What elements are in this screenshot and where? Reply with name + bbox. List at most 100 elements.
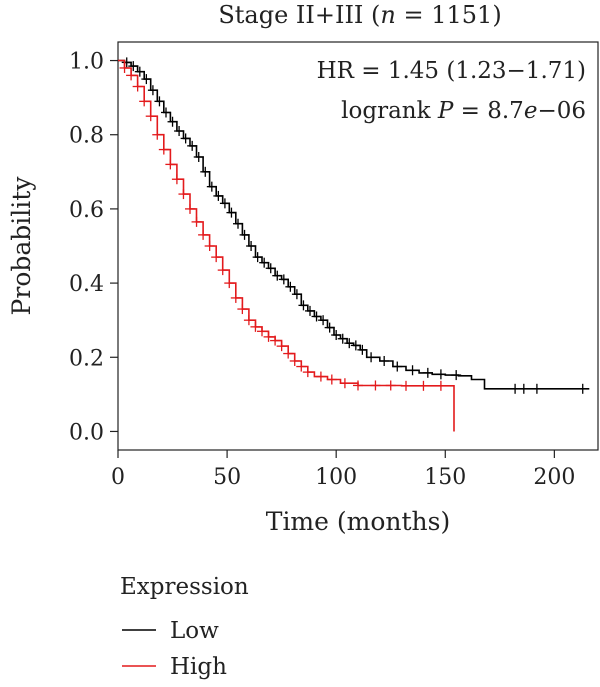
censor-mark-low <box>167 116 178 127</box>
logrank-annotation: logrank P = 8.7e−06 <box>341 98 586 124</box>
censor-mark-high <box>224 278 235 289</box>
censor-mark-low <box>577 383 588 394</box>
censor-mark-low <box>206 181 217 192</box>
censor-mark-low <box>180 133 191 144</box>
censor-mark-low <box>134 66 145 77</box>
y-tick-label: 0.4 <box>69 272 104 297</box>
censor-mark-high <box>315 371 326 382</box>
censor-mark-high <box>435 380 446 391</box>
censor-mark-high <box>165 159 176 170</box>
chart-title: Stage II+III (n = 1151) <box>218 1 501 29</box>
censor-mark-high <box>217 265 228 276</box>
legend: Expression Low High <box>120 574 249 680</box>
censor-mark-high <box>339 378 350 389</box>
censor-mark-low <box>200 166 211 177</box>
censor-mark-high <box>230 292 241 303</box>
censor-mark-high <box>326 374 337 385</box>
censor-mark-low <box>318 315 329 326</box>
censor-mark-low <box>226 207 237 218</box>
y-tick-label: 0.6 <box>69 198 104 223</box>
censor-mark-low <box>518 383 529 394</box>
censor-mark-low <box>392 361 403 372</box>
censor-mark-low <box>239 229 250 240</box>
censor-mark-high <box>385 380 396 391</box>
survival-curve-low <box>118 59 590 390</box>
censor-mark-high <box>283 348 294 359</box>
y-axis-title: Probability <box>7 176 36 316</box>
censor-mark-low <box>259 257 270 268</box>
censor-mark-high <box>296 361 307 372</box>
censor-mark-low <box>147 85 158 96</box>
censor-mark-low <box>161 107 171 118</box>
censor-mark-low <box>379 355 390 366</box>
censor-mark-low <box>350 340 361 351</box>
censor-mark-low <box>531 383 542 394</box>
censor-mark-high <box>243 315 254 326</box>
y-axis-ticks: 0.0 0.2 0.4 0.6 0.8 1.0 <box>69 50 118 445</box>
censor-mark-low <box>278 274 289 285</box>
x-tick-label: 150 <box>424 465 466 490</box>
censor-mark-high <box>263 331 274 342</box>
censor-mark-low <box>121 57 132 68</box>
censor-mark-low <box>305 305 315 316</box>
y-tick-label: 0.8 <box>69 124 104 149</box>
censor-mark-low <box>311 311 322 322</box>
censor-mark-high <box>132 81 143 92</box>
censor-mark-low <box>337 333 348 344</box>
censor-mark-high <box>152 129 163 140</box>
censor-mark-high <box>145 111 156 122</box>
censor-mark-high <box>191 216 202 227</box>
censor-mark-low <box>435 369 446 380</box>
censor-mark-low <box>510 383 521 394</box>
censor-mark-high <box>370 380 381 391</box>
censor-mark-low <box>187 140 198 151</box>
censor-mark-low <box>219 198 230 209</box>
censor-mark-low <box>366 352 377 363</box>
x-axis-title: Time (months) <box>266 507 450 536</box>
censor-mark-low <box>344 338 355 349</box>
survival-curves <box>118 57 590 432</box>
censor-mark-high <box>289 355 300 366</box>
censor-mark-high <box>204 241 215 251</box>
censor-mark-low <box>128 61 139 72</box>
censor-mark-high <box>198 229 209 240</box>
censor-mark-high <box>302 367 313 378</box>
censor-mark-low <box>272 270 283 281</box>
censor-mark-high <box>178 189 189 200</box>
y-tick-label: 0.0 <box>69 420 104 445</box>
censor-mark-low <box>174 126 185 137</box>
x-tick-label: 0 <box>111 465 125 490</box>
censor-mark-low <box>422 367 433 378</box>
censor-mark-high <box>119 62 130 73</box>
censor-mark-high <box>257 326 267 337</box>
censor-mark-low <box>193 151 204 162</box>
x-tick-label: 200 <box>533 465 575 490</box>
censor-mark-high <box>276 341 287 352</box>
x-axis-ticks: 0 50 100 150 200 <box>111 450 575 490</box>
censor-mark-low <box>357 344 368 355</box>
x-tick-label: 100 <box>315 465 357 490</box>
censor-mark-low <box>252 252 263 263</box>
censor-mark-high <box>418 380 429 391</box>
censor-mark-high <box>126 70 137 81</box>
censor-mark-low <box>285 281 296 292</box>
censor-mark-high <box>270 335 281 346</box>
censor-mark-low <box>246 241 257 251</box>
y-tick-label: 0.2 <box>69 346 104 371</box>
censor-mark-high <box>139 96 150 107</box>
legend-label-low: Low <box>170 618 219 644</box>
censor-mark-low <box>291 289 302 300</box>
censor-mark-low <box>331 330 342 341</box>
censor-mark-low <box>407 365 418 376</box>
censor-mark-high <box>401 380 411 391</box>
censor-mark-high <box>171 174 182 185</box>
x-tick-label: 50 <box>213 465 241 490</box>
censor-mark-high <box>158 144 169 155</box>
censor-mark-high <box>211 252 222 263</box>
censor-mark-low <box>298 300 309 311</box>
censor-mark-low <box>324 322 335 333</box>
censor-mark-low <box>233 218 243 229</box>
censor-mark-high <box>237 304 248 315</box>
censor-mark-low <box>265 263 276 274</box>
